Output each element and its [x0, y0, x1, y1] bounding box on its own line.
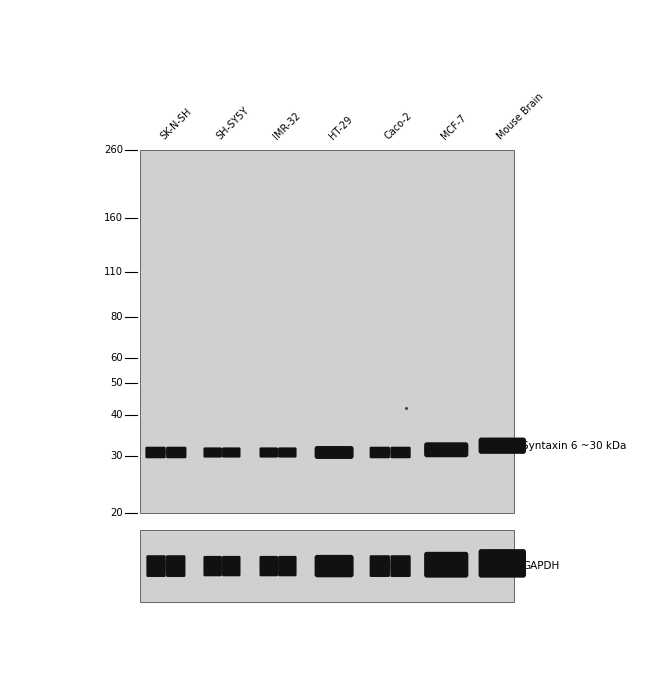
- FancyBboxPatch shape: [203, 447, 222, 458]
- Text: 50: 50: [111, 379, 123, 388]
- FancyBboxPatch shape: [370, 555, 390, 577]
- FancyBboxPatch shape: [370, 447, 390, 458]
- Text: 30: 30: [111, 451, 123, 461]
- Text: HT-29: HT-29: [327, 114, 354, 141]
- Text: 60: 60: [111, 352, 123, 362]
- Text: MCF-7: MCF-7: [439, 113, 468, 141]
- Text: 160: 160: [104, 214, 123, 224]
- Text: 110: 110: [104, 267, 123, 277]
- Text: 40: 40: [111, 410, 123, 420]
- Text: IMR-32: IMR-32: [271, 111, 302, 141]
- FancyBboxPatch shape: [222, 447, 240, 458]
- FancyBboxPatch shape: [146, 555, 166, 577]
- Text: Syntaxin 6 ~30 kDa: Syntaxin 6 ~30 kDa: [522, 441, 627, 451]
- FancyBboxPatch shape: [166, 447, 187, 458]
- Text: 20: 20: [111, 509, 123, 518]
- FancyBboxPatch shape: [259, 556, 278, 577]
- FancyBboxPatch shape: [389, 450, 392, 455]
- Text: 80: 80: [111, 311, 123, 322]
- FancyBboxPatch shape: [220, 451, 224, 454]
- FancyBboxPatch shape: [140, 150, 514, 513]
- Text: 260: 260: [104, 145, 123, 154]
- FancyBboxPatch shape: [391, 555, 411, 577]
- Text: SH-SY5Y: SH-SY5Y: [215, 105, 251, 141]
- FancyBboxPatch shape: [164, 562, 167, 571]
- Text: Mouse Brain: Mouse Brain: [495, 92, 545, 141]
- FancyBboxPatch shape: [259, 447, 278, 458]
- FancyBboxPatch shape: [391, 447, 411, 458]
- FancyBboxPatch shape: [277, 451, 280, 454]
- Text: GAPDH: GAPDH: [522, 561, 559, 571]
- FancyBboxPatch shape: [315, 555, 354, 577]
- FancyBboxPatch shape: [389, 562, 392, 571]
- FancyBboxPatch shape: [164, 450, 168, 455]
- FancyBboxPatch shape: [220, 562, 224, 571]
- FancyBboxPatch shape: [478, 437, 526, 454]
- FancyBboxPatch shape: [222, 556, 240, 577]
- FancyBboxPatch shape: [140, 530, 514, 602]
- FancyBboxPatch shape: [278, 447, 296, 458]
- FancyBboxPatch shape: [277, 562, 280, 571]
- FancyBboxPatch shape: [166, 555, 185, 577]
- FancyBboxPatch shape: [315, 446, 354, 459]
- FancyBboxPatch shape: [424, 442, 468, 457]
- Text: SK-N-SH: SK-N-SH: [159, 107, 194, 141]
- FancyBboxPatch shape: [478, 549, 526, 577]
- FancyBboxPatch shape: [203, 556, 222, 577]
- FancyBboxPatch shape: [278, 556, 296, 577]
- FancyBboxPatch shape: [424, 552, 468, 577]
- Text: Caco-2: Caco-2: [383, 110, 414, 141]
- FancyBboxPatch shape: [146, 447, 166, 458]
